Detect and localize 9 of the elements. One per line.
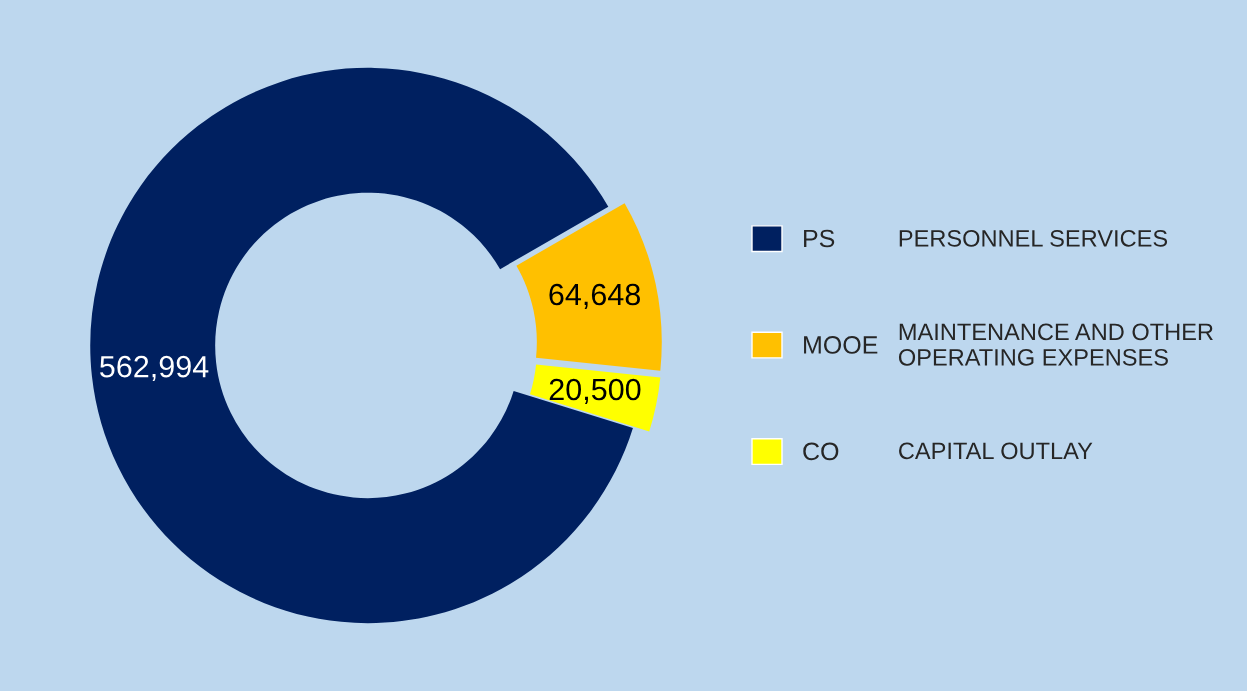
legend-label: CO: [803, 442, 839, 461]
text: PERSONNEL SERVICES: [899, 229, 1168, 247]
legend-label: MOOE: [804, 336, 878, 354]
text: MAINTENANCE AND OTHER OPERATING EXPENSES: [898, 323, 1213, 366]
legend-label: PS: [804, 229, 835, 248]
text: CAPITAL OUTLAY: [899, 442, 1093, 460]
data-label: 64,648: [549, 283, 640, 309]
data-label: 20,500: [549, 378, 641, 404]
data-label: 562,994: [100, 355, 209, 382]
